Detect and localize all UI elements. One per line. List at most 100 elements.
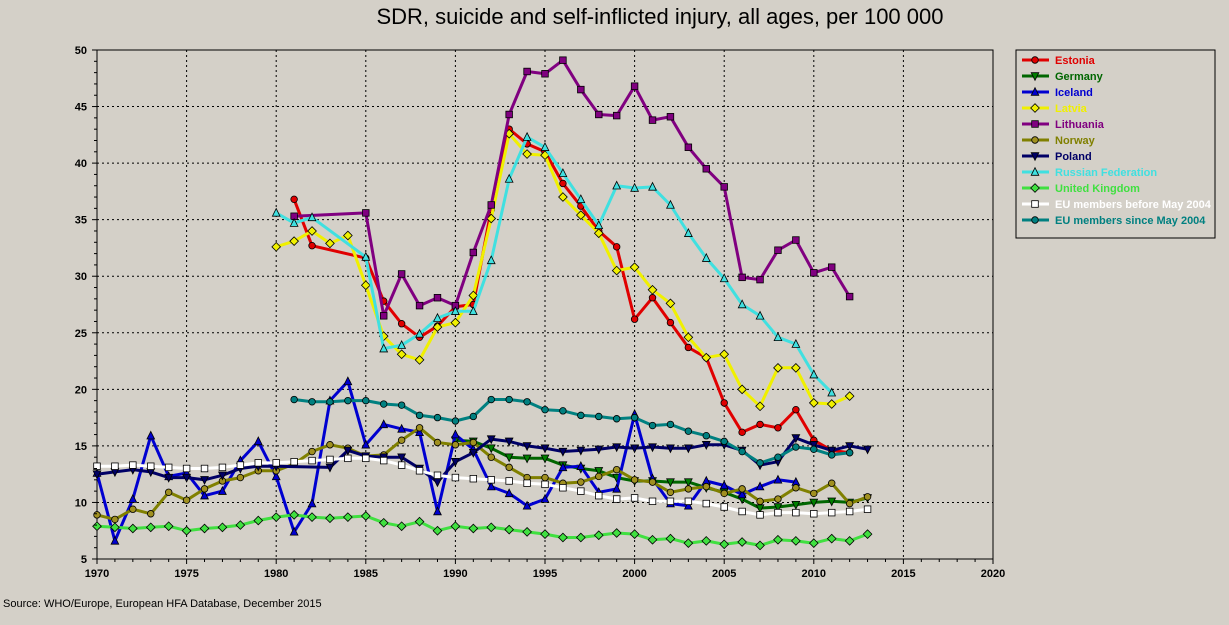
data-point xyxy=(540,444,550,454)
y-tick-label: 20 xyxy=(75,384,87,396)
data-point xyxy=(182,496,191,504)
data-point xyxy=(522,526,532,537)
data-point xyxy=(469,474,478,483)
data-point xyxy=(684,485,693,493)
data-point xyxy=(217,471,227,481)
y-tick-label: 10 xyxy=(75,497,87,509)
data-point xyxy=(164,473,174,483)
data-point xyxy=(378,517,389,528)
data-point xyxy=(380,400,388,408)
data-point xyxy=(738,485,746,493)
data-point xyxy=(612,495,621,503)
data-point xyxy=(271,241,282,252)
series-4 xyxy=(290,56,854,320)
series-7 xyxy=(271,131,837,397)
data-point xyxy=(325,463,335,473)
data-point xyxy=(379,343,389,353)
data-point xyxy=(505,477,513,485)
legend-label: Estonia xyxy=(1055,55,1096,67)
data-point xyxy=(773,362,783,373)
data-point xyxy=(612,415,621,423)
data-point xyxy=(683,500,693,510)
data-point xyxy=(380,456,388,465)
data-point xyxy=(181,525,192,536)
data-point xyxy=(629,262,640,273)
data-point xyxy=(451,417,460,425)
data-point xyxy=(397,453,407,463)
data-point xyxy=(738,273,746,282)
data-point xyxy=(432,322,443,332)
data-point xyxy=(200,485,209,493)
data-point xyxy=(792,443,800,451)
data-point xyxy=(522,131,532,141)
data-point xyxy=(505,463,513,472)
data-point xyxy=(666,318,675,327)
data-point xyxy=(630,444,640,454)
data-point xyxy=(129,461,137,469)
data-point xyxy=(468,306,478,315)
data-point xyxy=(576,194,586,204)
data-point xyxy=(558,447,568,457)
data-point xyxy=(505,395,513,404)
data-point xyxy=(720,437,728,446)
data-point xyxy=(308,456,316,465)
data-point xyxy=(307,512,317,523)
data-point xyxy=(828,479,836,487)
data-point xyxy=(522,442,532,452)
data-point xyxy=(612,443,622,453)
data-point xyxy=(504,173,514,183)
data-point xyxy=(271,512,282,523)
data-point xyxy=(577,478,585,486)
data-point xyxy=(344,396,352,405)
y-tick-label: 30 xyxy=(75,271,87,283)
x-tick-label: 1995 xyxy=(533,568,557,580)
data-point xyxy=(845,499,854,508)
data-point xyxy=(523,67,531,76)
data-point xyxy=(505,110,513,119)
data-point xyxy=(863,493,872,501)
y-tick-label: 5 xyxy=(81,554,87,566)
legend-marker xyxy=(1030,103,1040,113)
legend-label: Russian Federation xyxy=(1055,167,1157,179)
data-point xyxy=(648,294,657,302)
data-point xyxy=(575,210,586,221)
data-point xyxy=(486,481,496,491)
data-point xyxy=(720,489,728,498)
data-point xyxy=(611,265,622,276)
legend-frame xyxy=(1015,49,1216,239)
data-point xyxy=(343,512,353,523)
data-point xyxy=(451,441,460,449)
x-tick-label: 2020 xyxy=(981,568,1005,580)
data-point xyxy=(558,532,568,543)
data-point xyxy=(469,248,478,257)
data-point xyxy=(504,524,515,535)
data-point xyxy=(326,398,334,406)
data-point xyxy=(737,299,747,309)
data-point xyxy=(559,179,567,188)
data-point xyxy=(594,467,604,476)
data-point xyxy=(397,436,406,444)
x-tick-label: 1985 xyxy=(354,568,378,580)
data-point xyxy=(755,540,765,551)
data-point xyxy=(487,395,495,404)
data-point xyxy=(773,474,783,484)
data-point xyxy=(540,142,550,151)
x-tick-label: 2000 xyxy=(622,568,646,580)
data-point xyxy=(630,476,639,484)
data-point xyxy=(844,391,855,401)
legend-marker xyxy=(1030,86,1040,96)
data-point xyxy=(612,111,621,120)
x-tick-label: 1980 xyxy=(264,568,288,580)
data-point xyxy=(647,284,658,295)
data-point xyxy=(236,461,245,469)
x-tick-label: 1990 xyxy=(443,568,467,580)
data-point xyxy=(684,143,693,151)
data-point xyxy=(289,510,299,520)
data-point xyxy=(612,243,621,251)
data-point xyxy=(147,462,155,470)
data-point xyxy=(558,462,568,472)
data-point xyxy=(290,395,298,404)
data-point xyxy=(217,522,228,533)
data-point xyxy=(325,513,335,524)
data-point xyxy=(397,270,406,278)
